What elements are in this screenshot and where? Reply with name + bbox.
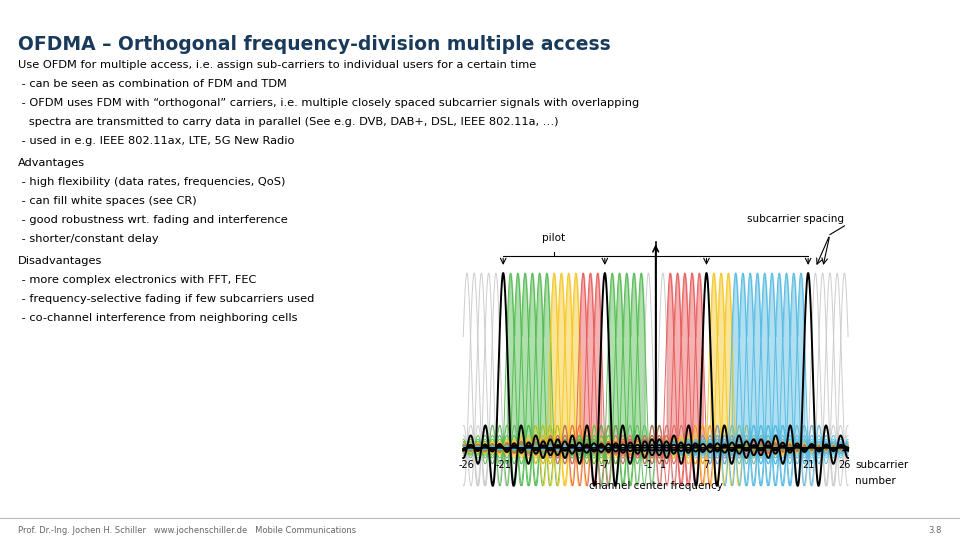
Text: -21: -21 <box>495 460 511 470</box>
Text: Use OFDM for multiple access, i.e. assign sub-carriers to individual users for a: Use OFDM for multiple access, i.e. assig… <box>18 60 537 70</box>
Text: - high flexibility (data rates, frequencies, QoS): - high flexibility (data rates, frequenc… <box>18 177 285 187</box>
Text: - can be seen as combination of FDM and TDM: - can be seen as combination of FDM and … <box>18 79 287 89</box>
Text: Prof. Dr.-Ing. Jochen H. Schiller   www.jochenschiller.de   Mobile Communication: Prof. Dr.-Ing. Jochen H. Schiller www.jo… <box>18 526 356 535</box>
Text: -1: -1 <box>643 460 653 470</box>
Text: Disadvantages: Disadvantages <box>18 256 103 266</box>
Text: 1: 1 <box>660 460 666 470</box>
Text: pilot: pilot <box>542 233 565 244</box>
Text: - good robustness wrt. fading and interference: - good robustness wrt. fading and interf… <box>18 215 288 225</box>
Text: number: number <box>855 476 896 486</box>
Text: channel center frequency: channel center frequency <box>588 481 723 491</box>
Text: - co-channel interference from neighboring cells: - co-channel interference from neighbori… <box>18 313 298 323</box>
Text: 3.8: 3.8 <box>928 526 942 535</box>
Text: spectra are transmitted to carry data in parallel (See e.g. DVB, DAB+, DSL, IEEE: spectra are transmitted to carry data in… <box>18 117 559 127</box>
Text: - used in e.g. IEEE 802.11ax, LTE, 5G New Radio: - used in e.g. IEEE 802.11ax, LTE, 5G Ne… <box>18 136 295 146</box>
Text: 21: 21 <box>802 460 814 470</box>
Text: - can fill white spaces (see CR): - can fill white spaces (see CR) <box>18 196 197 206</box>
Text: 7: 7 <box>704 460 709 470</box>
Text: subcarrier: subcarrier <box>855 460 908 470</box>
Text: - OFDM uses FDM with “orthogonal” carriers, i.e. multiple closely spaced subcarr: - OFDM uses FDM with “orthogonal” carrie… <box>18 98 639 108</box>
Text: subcarrier spacing: subcarrier spacing <box>748 214 845 224</box>
Text: - more complex electronics with FFT, FEC: - more complex electronics with FFT, FEC <box>18 275 256 285</box>
Text: -7: -7 <box>600 460 610 470</box>
Text: -26: -26 <box>459 460 475 470</box>
Text: OFDMA – Orthogonal frequency-division multiple access: OFDMA – Orthogonal frequency-division mu… <box>18 35 611 54</box>
Text: - frequency-selective fading if few subcarriers used: - frequency-selective fading if few subc… <box>18 294 314 304</box>
Text: Advantages: Advantages <box>18 158 85 168</box>
Text: 26: 26 <box>838 460 851 470</box>
Text: - shorter/constant delay: - shorter/constant delay <box>18 234 158 244</box>
